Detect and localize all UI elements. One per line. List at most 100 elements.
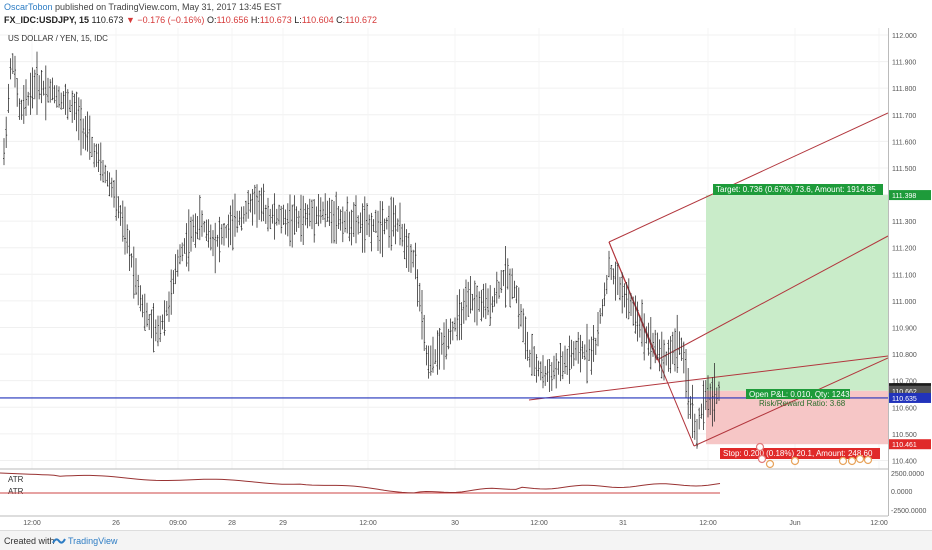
pitchfork-lower-line[interactable]: [693, 357, 888, 447]
atr-tick: 0.0000: [891, 489, 913, 496]
ohlc-bar: [643, 313, 646, 361]
pitchfork-upper-line[interactable]: [608, 112, 888, 243]
ohlc-bar: [361, 203, 364, 253]
tradingview-link[interactable]: TradingView: [68, 536, 118, 546]
ohlc-bar: [495, 271, 498, 304]
event-marker-icon[interactable]: [863, 455, 873, 465]
ohlc-bar: [93, 143, 96, 168]
target-label-box[interactable]: Target: 0.736 (0.67%) 73.6, Amount: 1914…: [713, 184, 883, 195]
event-marker-icon[interactable]: [757, 454, 767, 464]
ohlc-bar: [685, 349, 687, 398]
time-axis[interactable]: 12:00 26 09:00 28 29 12:00 30 12:00 31 12:00 Jun 12…: [23, 520, 888, 527]
ohlc-bar: [119, 205, 122, 226]
ohlc-bar: [143, 293, 146, 331]
ohlc-bar: [707, 375, 709, 418]
ohlc-bar: [702, 380, 705, 430]
profit-zone[interactable]: [706, 195, 888, 391]
ohlc-bar: [665, 351, 668, 366]
ohlc-bar: [163, 300, 166, 336]
ohlc-bar: [278, 204, 280, 225]
pitchfork-median-line[interactable]: [656, 235, 888, 361]
ohlc-bar: [139, 285, 142, 312]
ohlc-bar: [374, 209, 377, 233]
ohlc-bar: [669, 336, 672, 374]
ohlc-bar: [590, 336, 593, 375]
price-tick: 110.800: [892, 352, 917, 359]
open-pl-label: Open P&L: 0.010, Qty: 1243: [749, 390, 850, 399]
ohlc-bar: [511, 268, 514, 300]
ohlc-bar: [106, 170, 109, 187]
price-tick: 111.200: [892, 246, 916, 253]
ohlc-bar: [676, 314, 679, 373]
price-tick: 111.500: [892, 166, 916, 173]
pitchfork-lower-extension[interactable]: [528, 355, 888, 401]
ohlc-bar: [293, 195, 296, 235]
ohlc-bar: [214, 222, 217, 274]
ohlc-bar: [33, 69, 36, 100]
ohlc-bar: [117, 196, 120, 219]
ohlc-bar: [238, 210, 241, 226]
ohlc-bar: [333, 201, 335, 244]
event-marker-icon[interactable]: [790, 456, 800, 466]
ohlc-bar: [557, 361, 560, 375]
ohlc-bar: [130, 253, 133, 268]
tradingview-logo-icon[interactable]: [52, 535, 66, 546]
ohlc-bar: [401, 223, 404, 247]
time-tick: 12:00: [530, 520, 548, 527]
price-axis[interactable]: 112.000 111.900 111.800 111.700 111.600 111.5…: [888, 28, 932, 528]
ohlc-bar: [148, 314, 151, 331]
event-marker-icon[interactable]: [838, 456, 848, 466]
ohlc-bar: [436, 330, 439, 375]
ohlc-bar: [379, 200, 382, 254]
ohlc-bar: [335, 191, 338, 244]
ohlc-bar: [185, 223, 188, 267]
ohlc-bar: [141, 294, 144, 318]
ohlc-bar: [561, 351, 564, 380]
ohlc-bar: [49, 79, 52, 103]
price-tick: 111.100: [892, 272, 916, 279]
ohlc-bar: [524, 316, 527, 360]
ohlc-bar: [62, 91, 65, 110]
ohlc-bar: [377, 210, 379, 252]
ohlc-bar: [458, 289, 461, 341]
ohlc-bar: [652, 332, 654, 357]
ohlc-bar: [588, 339, 591, 362]
event-marker-icon[interactable]: [847, 456, 857, 466]
open-pl-box[interactable]: Open P&L: 0.010, Qty: 1243 Risk/Reward R…: [746, 389, 850, 408]
chart-canvas[interactable]: Target: 0.736 (0.67%) 73.6, Amount: 1914…: [0, 28, 888, 530]
ohlc-bar: [69, 99, 71, 112]
ohlc-bar: [709, 383, 712, 416]
ohlc-bar: [282, 204, 285, 226]
ohlc-bar: [700, 403, 703, 419]
stop-label-box[interactable]: Stop: 0.200 (0.18%) 20.1, Amount: 248.60: [720, 448, 880, 459]
event-marker-icon[interactable]: [755, 442, 765, 452]
atr-indicator-line: [0, 472, 721, 494]
event-marker-icon[interactable]: [855, 454, 865, 464]
ohlc-bar: [568, 335, 571, 384]
entry-tag: 110.662: [892, 389, 917, 396]
ohlc-bar: [108, 172, 111, 197]
ohlc-bar: [649, 317, 652, 370]
ohlc-bar: [273, 193, 276, 240]
ohlc-bar: [212, 230, 214, 257]
symbol-label[interactable]: FX_IDC:USDJPY, 15: [4, 15, 90, 25]
ohlc-bar: [399, 202, 401, 246]
price-change: −0.176 (−0.16%): [137, 15, 205, 25]
ohlc-bar: [605, 274, 608, 295]
ohlc-bar: [647, 322, 650, 356]
ohlc-bar: [269, 208, 272, 230]
price-tick: 110.700: [892, 379, 917, 386]
author-link[interactable]: OscarTobon: [4, 2, 53, 12]
time-tick: 28: [228, 520, 236, 527]
ohlc-bar: [454, 317, 456, 332]
ohlc-bar: [128, 230, 131, 272]
ohlc-bar: [20, 99, 23, 120]
event-marker-icon[interactable]: [765, 459, 775, 469]
ohlc-bar: [616, 263, 619, 295]
event-markers[interactable]: [755, 442, 873, 469]
hline-tag: 110.635: [892, 396, 917, 403]
ohlc-bar: [663, 339, 665, 381]
atr-tick: -2500.0000: [891, 508, 927, 515]
ohlc-bar: [489, 285, 492, 326]
ohlc-bar: [410, 244, 412, 273]
